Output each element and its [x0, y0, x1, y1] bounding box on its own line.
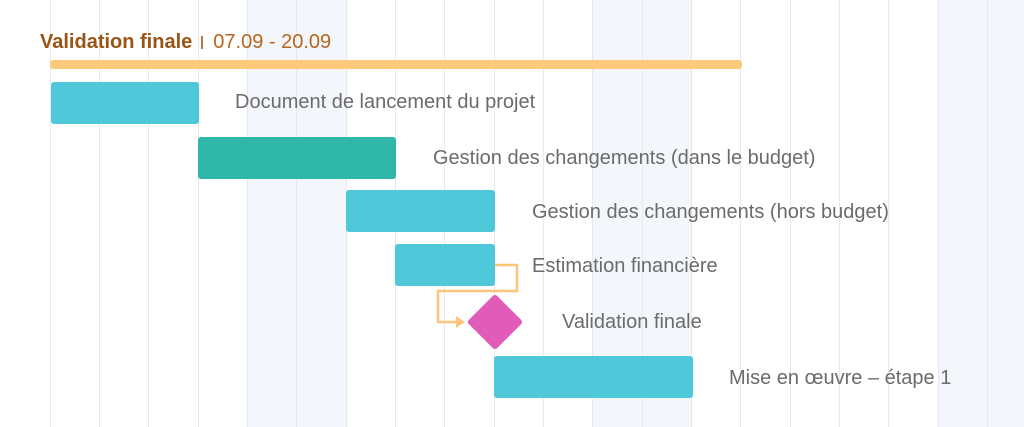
task-bar-changements-hors-budget[interactable] — [346, 190, 495, 232]
grid-line — [691, 0, 692, 427]
task-label-mise-en-oeuvre: Mise en œuvre – étape 1 — [729, 367, 952, 389]
grid-line — [296, 0, 297, 427]
grid-line — [247, 0, 248, 427]
task-bar-changements-dans-budget[interactable] — [198, 137, 396, 179]
grid-line — [50, 0, 51, 427]
task-bar-estimation-financiere[interactable] — [395, 244, 495, 286]
grid-line — [938, 0, 939, 427]
task-label-changements-dans-budget: Gestion des changements (dans le budget) — [433, 147, 816, 169]
task-bar-mise-en-oeuvre[interactable] — [494, 356, 693, 398]
grid-line — [888, 0, 889, 427]
summary-title: Validation finale — [40, 30, 193, 53]
summary-header[interactable]: Validation finale 07.09 - 20.09 — [40, 28, 331, 56]
grid-line — [198, 0, 199, 427]
grid-line — [148, 0, 149, 427]
grid-line — [543, 0, 544, 427]
grid-line — [839, 0, 840, 427]
weekend-stripe — [938, 0, 1024, 427]
weekend-stripe — [248, 0, 346, 427]
task-label-estimation-financiere: Estimation financière — [532, 255, 718, 277]
grid-line — [740, 0, 741, 427]
milestone-label: Validation finale — [562, 311, 702, 333]
grid-line — [592, 0, 593, 427]
task-label-document-lancement: Document de lancement du projet — [235, 91, 536, 113]
task-label-changements-hors-budget: Gestion des changements (hors budget) — [532, 201, 889, 223]
grid-line — [987, 0, 988, 427]
summary-bar[interactable] — [50, 60, 742, 69]
grid-line — [99, 0, 100, 427]
task-bar-document-lancement[interactable] — [51, 82, 199, 124]
grid-line — [642, 0, 643, 427]
grid-line — [790, 0, 791, 427]
summary-dates: 07.09 - 20.09 — [213, 30, 332, 53]
summary-separator — [201, 35, 204, 49]
